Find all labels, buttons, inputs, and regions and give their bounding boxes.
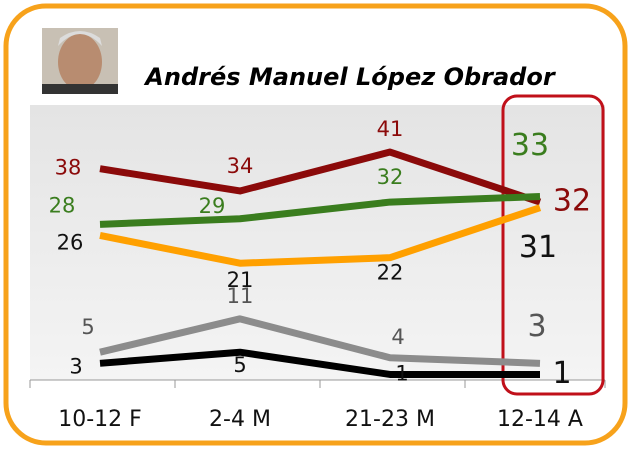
data-label: 26 — [57, 230, 84, 254]
data-label: 32 — [377, 165, 404, 189]
data-label: 28 — [49, 193, 76, 217]
data-label: 29 — [199, 194, 226, 218]
data-label: 32 — [553, 184, 591, 219]
data-label: 5 — [233, 353, 246, 377]
data-label: 5 — [81, 315, 94, 339]
data-label: 41 — [377, 117, 404, 141]
data-label: 33 — [511, 128, 549, 163]
data-label: 11 — [227, 284, 254, 308]
chart: Andrés Manuel López Obrador 10-12 F 2-4 M… — [0, 0, 631, 449]
photo — [42, 28, 118, 94]
x-tick-label: 12-14 A — [497, 407, 583, 432]
data-label: 1 — [395, 361, 408, 385]
data-label: 34 — [227, 154, 254, 178]
chart-title: Andrés Manuel López Obrador — [143, 63, 557, 91]
data-label: 1 — [552, 356, 571, 391]
data-label: 38 — [55, 156, 82, 180]
data-label: 3 — [69, 354, 82, 378]
data-label: 22 — [377, 261, 404, 285]
data-label: 3 — [527, 309, 546, 344]
x-tick-label: 2-4 M — [209, 407, 271, 432]
x-tick-label: 21-23 M — [345, 407, 435, 432]
data-label: 4 — [391, 325, 404, 349]
x-tick-label: 10-12 F — [58, 407, 142, 432]
data-label: 31 — [519, 230, 557, 265]
